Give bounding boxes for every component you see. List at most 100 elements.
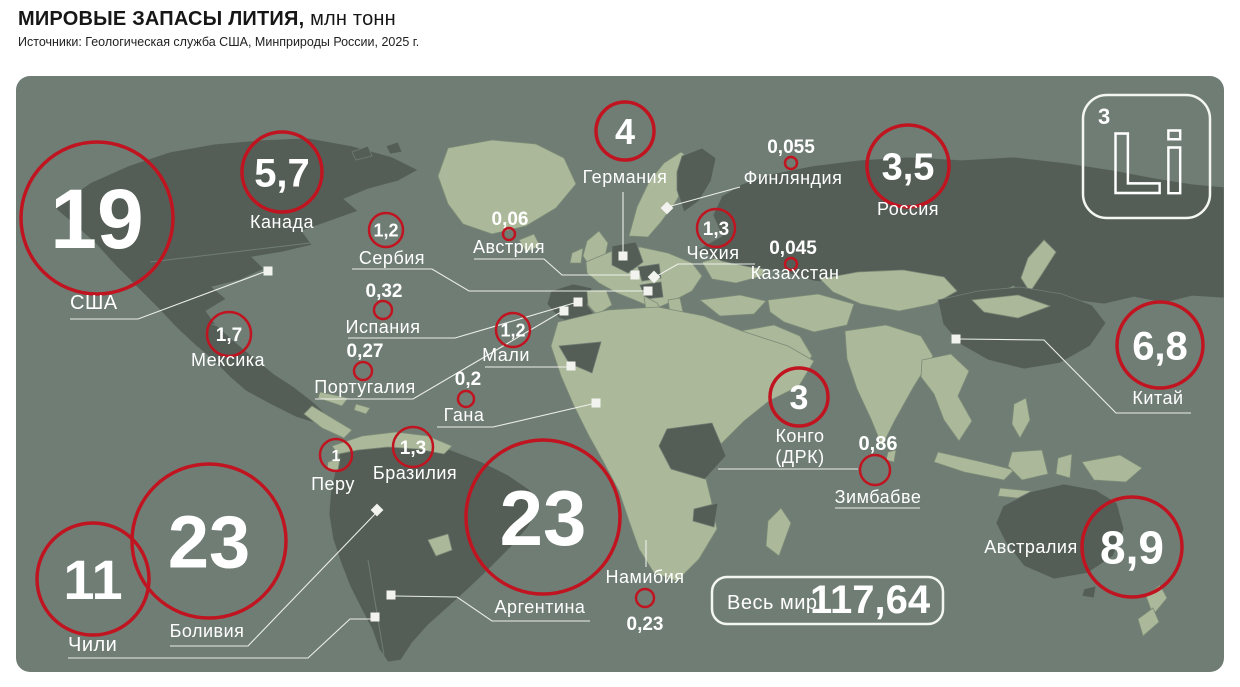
value-label: 0,055	[767, 137, 815, 158]
map-marker-square	[643, 286, 653, 296]
country-annotation-china: 6,8 Китай	[951, 300, 1205, 414]
country-annotation-mali: 1,2 Мали	[482, 311, 576, 371]
land-mongolia	[971, 294, 1052, 319]
map-marker-square	[618, 251, 628, 261]
map-marker-square	[386, 590, 396, 600]
leader-line	[348, 302, 575, 339]
leader-line	[352, 268, 644, 292]
land-kazakhstan	[819, 269, 958, 312]
value-label: 0,32	[366, 281, 403, 302]
country-annotation-congo: 3 Конго (ДРК)	[718, 366, 858, 470]
land-indochina	[920, 353, 973, 442]
value-label: 3,5	[882, 147, 935, 189]
value-label: 3	[790, 379, 809, 417]
value-label: 8,9	[1100, 522, 1164, 574]
country-annotation-chile: 11 Чили	[35, 521, 380, 659]
value-label: 1,3	[703, 219, 729, 240]
value-circle	[367, 211, 405, 249]
land-greenland	[437, 139, 577, 235]
country-name: Чехия	[687, 243, 740, 263]
world-total-value: 117,64	[810, 578, 931, 622]
land-australia	[995, 483, 1125, 580]
country-name: Чили	[68, 634, 117, 656]
map-landmasses	[54, 137, 1224, 663]
value-label: 4	[615, 111, 635, 152]
value-label: 0,2	[455, 369, 481, 390]
lithium-element-badge: 3 Li	[1081, 93, 1212, 220]
map-marker-square	[566, 361, 576, 371]
value-circle	[634, 587, 656, 609]
value-label: 11	[63, 548, 122, 611]
country-name: Финляндия	[744, 168, 843, 188]
land-japan	[1020, 239, 1057, 293]
country-annotation-zimbabwe: 0,86 Зимбабве	[835, 433, 921, 509]
world-total-border	[710, 575, 945, 626]
infographic-title: МИРОВЫЕ ЗАПАСЫ ЛИТИЯ, млн тонн	[18, 8, 419, 31]
value-circle	[501, 226, 517, 242]
country-name: Казахстан	[751, 263, 840, 283]
country-annotation-finland: 0,055 Финляндия	[660, 137, 843, 215]
country-annotation-canada: 5,7 Канада	[240, 130, 324, 232]
leader-line	[170, 512, 377, 647]
map-marker-square	[263, 266, 273, 276]
country-name: Сербия	[359, 248, 425, 268]
map-marker-square	[951, 334, 961, 344]
value-circle	[494, 311, 532, 349]
land-drc	[658, 422, 727, 480]
value-label: 1,2	[500, 320, 525, 340]
land-sri-lanka	[885, 449, 897, 463]
value-circle	[205, 310, 253, 358]
value-circle	[783, 155, 799, 171]
country-annotation-usa: 19 США	[19, 140, 273, 320]
country-name: Австрия	[473, 237, 545, 257]
country-name: Бразилия	[373, 463, 457, 483]
leader-line	[959, 338, 1191, 414]
country-annotation-mexico: 1,7 Мексика	[191, 310, 266, 370]
source-note: Источники: Геологическая служба США, Мин…	[18, 35, 420, 49]
map-marker-square	[573, 297, 583, 307]
country-name: Германия	[583, 167, 668, 187]
country-name: Мексика	[191, 350, 266, 370]
land-arctic-island	[351, 145, 373, 161]
land-central-america	[303, 405, 353, 439]
land-new-zealand-south	[1137, 607, 1160, 637]
value-label: 23	[168, 501, 250, 584]
country-name: Конго (ДРК)	[775, 426, 824, 467]
element-badge-border	[1081, 93, 1212, 220]
value-circle	[783, 256, 799, 272]
world-total-box: Весь мир 117,64	[710, 575, 945, 626]
country-name: Намибия	[605, 567, 684, 587]
land-sumatra	[933, 451, 1015, 481]
country-annotation-austria: 0,06 Австрия	[473, 209, 640, 280]
element-symbol: Li	[1110, 116, 1186, 212]
value-circle	[768, 366, 830, 428]
border-us-canada	[149, 242, 311, 263]
land-turkey	[699, 294, 767, 317]
land-caribbean	[353, 403, 371, 415]
country-annotation-czech: 1,3 Чехия	[647, 207, 755, 284]
value-circle	[318, 437, 354, 473]
value-circle	[1115, 300, 1205, 390]
land-zimbabwe	[692, 502, 719, 528]
value-circle	[464, 438, 622, 596]
leader-line	[656, 263, 755, 277]
atomic-number: 3	[1098, 104, 1110, 129]
value-label: 23	[500, 474, 587, 562]
title-units: млн тонн	[310, 8, 396, 30]
map-marker-square	[370, 612, 380, 622]
land-new-guinea	[1081, 454, 1143, 483]
value-circle	[240, 130, 324, 214]
leader-line	[670, 186, 741, 207]
land-arctic-island	[385, 141, 403, 155]
value-label: 0,045	[769, 238, 817, 259]
country-name: Перу	[311, 474, 355, 494]
leader-line	[394, 595, 590, 622]
leader-line	[70, 271, 265, 320]
border-us-mexico	[211, 323, 269, 345]
value-label: 1,3	[400, 438, 426, 459]
country-annotation-serbia: 1,2 Сербия	[352, 211, 653, 296]
country-annotations: 19 США 5,7 Канада 1,7 Мексика 1 Перу 1,3 Бразилия…	[19, 100, 1205, 659]
world-total-label: Весь мир	[727, 592, 817, 614]
country-name: Боливия	[170, 621, 245, 641]
country-name: Австралия	[984, 537, 1077, 557]
